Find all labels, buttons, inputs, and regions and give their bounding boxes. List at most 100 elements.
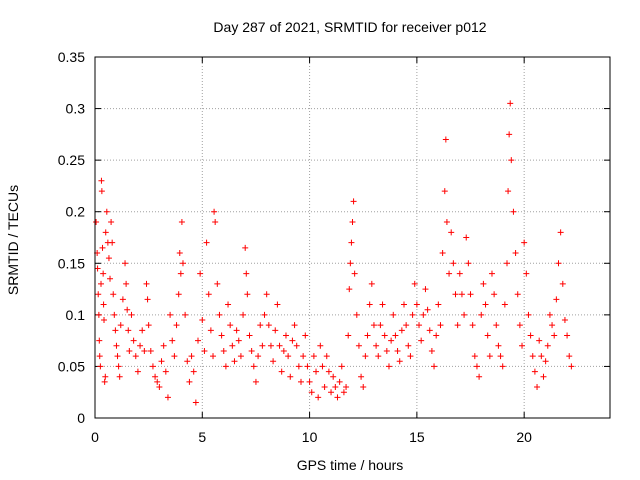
data-point xyxy=(559,280,566,287)
data-point xyxy=(114,353,121,360)
data-point xyxy=(428,347,435,354)
y-axis-label: SRMTID / TECUs xyxy=(5,185,21,295)
data-point xyxy=(461,311,468,318)
data-point xyxy=(300,353,307,360)
data-point xyxy=(499,363,506,370)
data-point xyxy=(250,363,257,370)
data-point xyxy=(555,260,562,267)
data-point xyxy=(529,353,536,360)
x-tick-label: 5 xyxy=(198,429,206,445)
data-point xyxy=(504,260,510,267)
data-point xyxy=(521,239,528,246)
data-point xyxy=(96,353,103,360)
data-point xyxy=(99,244,106,251)
data-point xyxy=(452,291,459,298)
data-point xyxy=(519,342,526,349)
data-point xyxy=(373,342,380,349)
data-point xyxy=(124,306,131,313)
data-point xyxy=(512,249,519,256)
y-tick-label: 0 xyxy=(77,410,85,426)
data-point xyxy=(95,311,102,318)
data-point xyxy=(338,363,345,370)
data-point xyxy=(265,322,272,329)
data-point xyxy=(242,244,249,251)
data-point xyxy=(349,219,356,226)
data-point xyxy=(298,378,304,385)
data-point xyxy=(441,188,448,195)
data-point xyxy=(534,384,541,391)
x-tick-label: 15 xyxy=(409,429,425,445)
data-point xyxy=(235,337,242,344)
data-point xyxy=(263,291,270,298)
data-point xyxy=(527,332,534,339)
data-point xyxy=(420,311,427,318)
data-point xyxy=(177,270,184,277)
data-point xyxy=(182,311,189,318)
data-point xyxy=(390,311,397,318)
data-point xyxy=(416,322,423,329)
data-point xyxy=(164,394,171,401)
data-point xyxy=(175,291,182,298)
data-point xyxy=(184,358,191,365)
x-axis-label: GPS time / hours xyxy=(297,457,404,473)
data-point xyxy=(289,337,296,344)
data-point xyxy=(102,229,109,236)
data-point xyxy=(308,389,315,396)
data-point xyxy=(188,353,195,360)
data-point xyxy=(508,157,515,164)
data-point xyxy=(394,347,401,354)
data-point xyxy=(350,198,357,205)
data-point xyxy=(443,219,450,226)
point-layer xyxy=(93,100,575,406)
data-point xyxy=(450,260,457,267)
data-point xyxy=(109,239,116,246)
data-point xyxy=(100,301,107,308)
y-tick-label: 0.2 xyxy=(66,204,86,220)
data-point xyxy=(516,322,523,329)
data-point xyxy=(291,322,298,329)
data-point xyxy=(362,353,369,360)
y-tick-label: 0.25 xyxy=(58,152,85,168)
data-point xyxy=(544,342,551,349)
data-point xyxy=(117,322,124,329)
data-point xyxy=(465,260,472,267)
data-point xyxy=(225,301,232,308)
data-point xyxy=(98,280,105,287)
data-point xyxy=(233,327,240,334)
y-tick-label: 0.35 xyxy=(58,49,85,65)
data-point xyxy=(132,353,139,360)
data-point xyxy=(222,363,229,370)
data-point xyxy=(506,131,513,138)
data-point xyxy=(287,373,294,380)
data-point xyxy=(96,337,103,344)
data-point xyxy=(272,327,279,334)
data-point xyxy=(98,177,105,184)
data-point xyxy=(435,301,442,308)
data-point xyxy=(568,363,575,370)
data-point xyxy=(351,270,358,277)
data-point xyxy=(190,368,197,375)
data-point xyxy=(293,342,300,349)
data-point xyxy=(551,332,558,339)
data-point xyxy=(220,347,227,354)
data-point xyxy=(566,353,573,360)
data-point xyxy=(330,373,337,380)
data-point xyxy=(469,322,476,329)
data-point xyxy=(407,353,414,360)
data-point xyxy=(347,260,354,267)
data-point xyxy=(346,286,353,293)
data-point xyxy=(274,301,281,308)
y-tick-label: 0.3 xyxy=(66,101,86,117)
data-point xyxy=(282,332,289,339)
data-point xyxy=(218,332,225,339)
data-point xyxy=(257,322,264,329)
data-point xyxy=(95,291,102,298)
data-point xyxy=(100,270,107,277)
data-point xyxy=(536,337,543,344)
data-point xyxy=(431,363,438,370)
data-point xyxy=(310,353,317,360)
data-point xyxy=(169,337,176,344)
data-point xyxy=(505,188,512,195)
data-point xyxy=(162,368,169,375)
data-point xyxy=(147,347,154,354)
